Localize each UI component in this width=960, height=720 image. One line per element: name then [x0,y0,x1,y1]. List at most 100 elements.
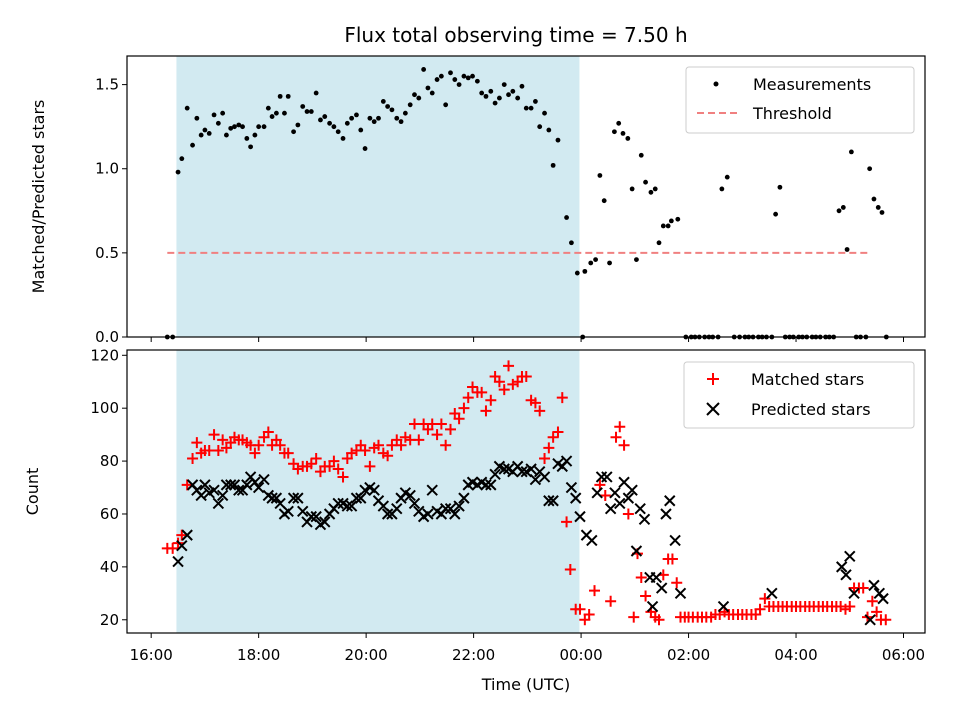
matched-star-point [844,601,856,613]
top-plot-frame [126,55,926,338]
matched-star-point [332,463,344,475]
measurement-point [277,93,283,99]
measurement-point [273,110,279,116]
matched-star-point [167,542,179,554]
matched-stars-points [161,360,892,626]
predicted-star-point [391,502,403,515]
matched-star-point [187,452,199,464]
measurement-point [844,247,850,252]
predicted-star-point [626,484,638,496]
bottom-plot-frame [126,349,926,634]
measurement-point [175,169,181,175]
measurement-point [313,90,319,96]
measurement-point [269,114,275,119]
top-legend-box [685,66,915,134]
measurement-point [421,67,427,72]
measurement-point [483,93,489,99]
predicted-star-point [630,545,643,557]
measurement-point [198,132,204,138]
top-legend: Measurements Threshold [685,66,915,134]
matched-star-point [547,431,559,443]
x-tick-label: 18:00 [237,646,280,664]
measurement-point [252,132,258,138]
measurement-point [371,119,377,125]
legend-threshold-label: Threshold [752,104,832,123]
predicted-star-point [252,481,265,494]
chart-title: Flux total observing time = 7.50 h [344,23,687,47]
measurement-point [479,90,485,96]
predicted-star-point [266,492,278,504]
bottom-y-ticks: 20 40 60 80 100 120 [90,346,127,629]
matched-star-point [176,529,188,541]
measurement-point [206,131,212,136]
predicted-star-point [638,513,651,525]
x-tick-label: 06:00 [882,646,925,664]
measurement-point [607,260,612,266]
measurement-point [220,110,226,116]
predicted-star-point [646,600,659,613]
bottom-y-tick-label: 60 [100,505,119,523]
measurement-point [597,173,603,178]
predicted-star-point [489,468,501,481]
predicted-star-point [381,508,394,520]
predicted-star-point [664,495,676,507]
predicted-star-point [241,479,253,491]
matched-star-point [880,614,892,626]
predicted-star-point [574,510,586,523]
measurement-point [773,211,779,217]
matched-star-point [529,397,541,409]
predicted-star-point [404,489,416,502]
measurement-point [515,95,521,101]
measurement-point [488,88,494,94]
predicted-star-point [480,479,492,491]
measurement-point [344,120,350,126]
predicted-star-point [717,600,730,613]
measurement-point [304,109,310,114]
measurement-point [184,105,190,111]
predicted-star-point [319,516,331,528]
predicted-star-point [525,463,537,475]
measurement-point [376,115,381,121]
matched-star-point [503,360,515,372]
predicted-star-point [181,529,193,541]
legend-matched-label: Matched stars [751,370,864,389]
measurement-point [620,131,626,136]
measurement-point [564,215,569,220]
legend-measurements-marker [713,81,719,87]
predicted-star-point [868,579,880,592]
measurement-point [240,124,245,130]
predicted-star-point [873,587,886,600]
matched-star-point [561,516,573,528]
measurement-point [533,99,538,104]
predicted-star-point [543,495,555,507]
measurement-point [429,90,435,96]
measurement-point [354,112,359,118]
predicted-star-point [270,492,283,504]
bottom-x-ticks: 16:00 18:00 20:00 22:00 00:00 02:00 04:00 06:00 [130,633,925,664]
measurement-point [643,179,648,185]
measurement-point [519,83,525,89]
matched-star-point [635,571,647,583]
matched-star-point [614,421,626,433]
measurement-point [660,223,666,229]
matched-star-point [653,614,665,626]
bottom-y-tick-label: 120 [90,346,119,364]
matched-star-point [640,590,652,602]
predicted-star-point [560,455,573,467]
x-tick-label: 20:00 [345,646,388,664]
measurement-point [358,127,364,133]
measurement-point [256,124,262,130]
measurement-point [550,162,556,168]
predicted-star-point [453,500,465,512]
predicted-star-point [233,484,245,496]
predicted-star-point [341,500,354,512]
predicted-star-point [368,484,380,496]
measurement-point [322,114,328,119]
measurement-point [385,104,391,109]
measurement-point [232,124,237,130]
matched-star-point [539,452,551,464]
bottom-y-axis-label: Count [23,468,42,516]
predicted-star-point [292,492,304,504]
predicted-star-point [591,487,603,499]
measurement-point [389,107,395,113]
